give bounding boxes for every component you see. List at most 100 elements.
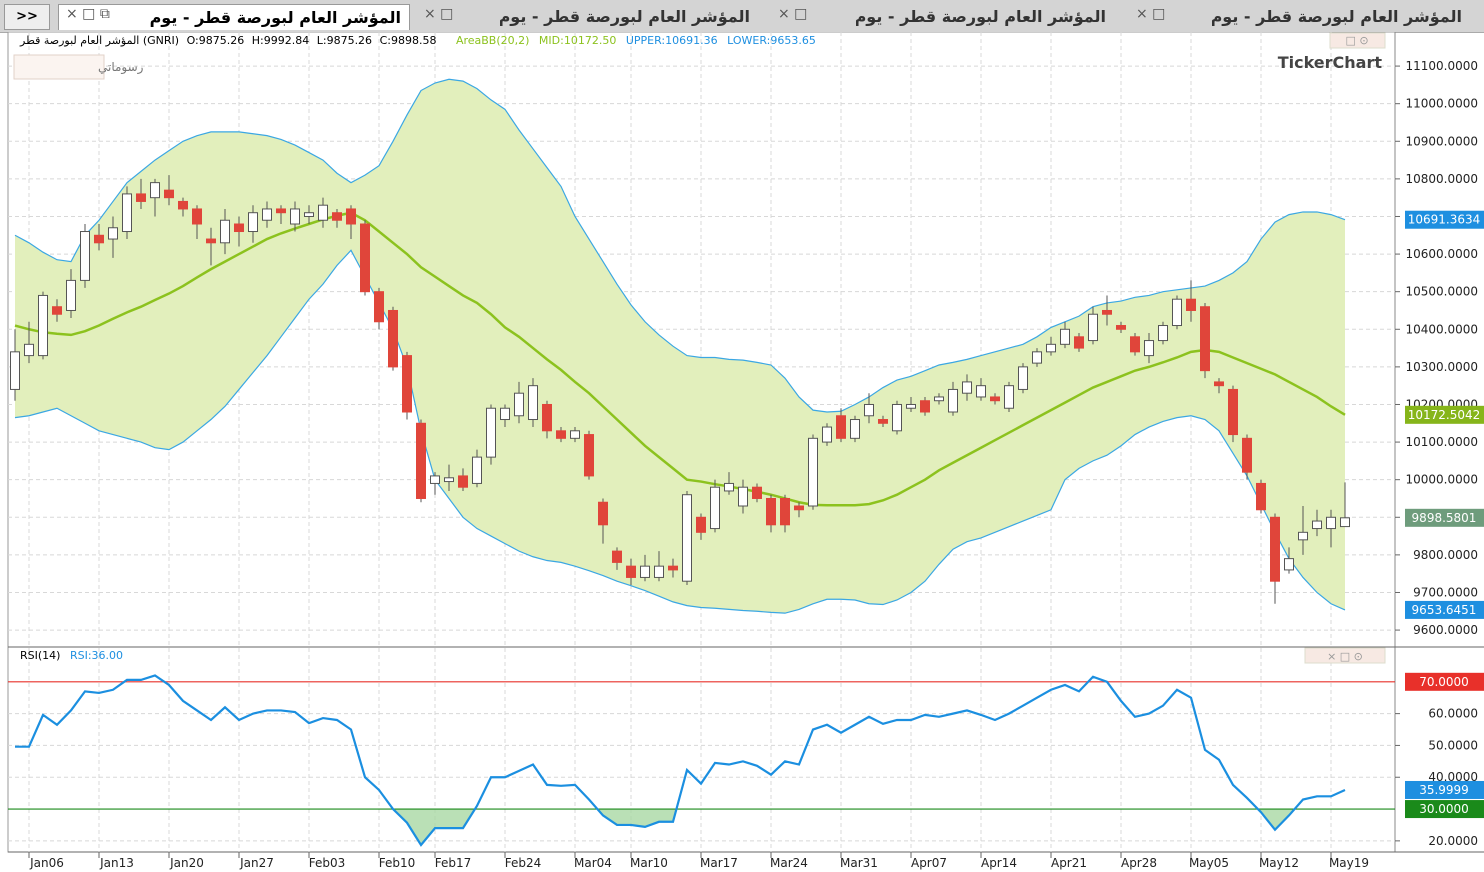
x-tick-label: May19 bbox=[1329, 856, 1369, 870]
candle-body bbox=[1312, 520, 1322, 530]
candle-body bbox=[878, 419, 888, 424]
candle-body bbox=[1158, 325, 1168, 342]
candle-body bbox=[1340, 517, 1350, 528]
x-tick-label: Apr14 bbox=[981, 856, 1017, 870]
tab-bar: >> المؤشر العام لبورصة قطر - يوم × □ ⧉ ا… bbox=[0, 0, 1484, 33]
candle-body bbox=[1116, 325, 1126, 330]
instrument-name: المؤشر العام لبورصة قطر (GNRI) bbox=[20, 34, 180, 47]
tab[interactable]: المؤشر العام لبورصة قطر - يوم bbox=[58, 4, 410, 30]
candle-body bbox=[1144, 340, 1154, 357]
rsi-title: RSI(14) bbox=[20, 649, 61, 662]
candle-body bbox=[808, 437, 818, 507]
candle-body bbox=[682, 494, 692, 582]
tab-close[interactable]: × □ ⧉ bbox=[66, 6, 110, 22]
y-tick-label: 10900.0000 bbox=[1405, 134, 1478, 148]
candle-body bbox=[444, 477, 454, 483]
price-tag bbox=[1405, 508, 1484, 527]
x-tick-label: Jan20 bbox=[169, 856, 204, 870]
pane-buttons[interactable] bbox=[1329, 32, 1386, 49]
x-tick-label: Mar24 bbox=[770, 856, 808, 870]
candle-body bbox=[1298, 531, 1308, 541]
candle-body bbox=[556, 430, 566, 439]
candle-body bbox=[1186, 298, 1196, 311]
y-tick-label: 10500.0000 bbox=[1405, 285, 1478, 299]
x-tick-label: Jan06 bbox=[29, 856, 64, 870]
tab-close[interactable]: × □ bbox=[424, 6, 454, 22]
candle-body bbox=[598, 501, 608, 526]
pane-buttons[interactable] bbox=[1304, 647, 1386, 664]
candle-body bbox=[66, 279, 76, 311]
candle-body bbox=[206, 238, 216, 244]
y-tick-label: 11000.0000 bbox=[1405, 97, 1478, 111]
candle-body bbox=[1242, 437, 1252, 473]
value-tag bbox=[1405, 780, 1484, 799]
level-tag-label: 30.0000 bbox=[1419, 802, 1469, 816]
x-tick-label: May12 bbox=[1259, 856, 1299, 870]
tab-close[interactable]: × □ bbox=[1136, 6, 1166, 22]
candle-body bbox=[1032, 351, 1042, 364]
tab-close[interactable]: × □ bbox=[778, 6, 808, 22]
info-line: المؤشر العام لبورصة قطر (GNRI) O:9875.26… bbox=[20, 34, 816, 47]
candle-body bbox=[864, 403, 874, 417]
x-tick-label: Jan13 bbox=[99, 856, 134, 870]
candle-body bbox=[262, 208, 272, 221]
y-tick-label: 10100.0000 bbox=[1405, 435, 1478, 449]
y-tick-label: 9700.0000 bbox=[1413, 585, 1478, 599]
band-line bbox=[14, 211, 1346, 507]
candle-body bbox=[150, 182, 160, 199]
candle-body bbox=[500, 407, 510, 421]
candle-body bbox=[108, 227, 118, 240]
price-tag bbox=[1405, 405, 1484, 424]
candle-body bbox=[654, 565, 664, 578]
candle-body bbox=[780, 497, 790, 526]
candle-body bbox=[472, 456, 482, 484]
price-tag-label: 10691.3634 bbox=[1408, 213, 1481, 227]
candle-body bbox=[836, 415, 846, 439]
bb-label: UPPER:10691.36 bbox=[625, 34, 718, 47]
candle-body bbox=[220, 219, 230, 244]
candle-body bbox=[752, 486, 762, 499]
more-button[interactable]: >> bbox=[4, 4, 50, 30]
tab[interactable]: المؤشر العام لبورصة قطر - يوم bbox=[1212, 7, 1462, 26]
candle-body bbox=[738, 486, 748, 507]
candle-body bbox=[248, 212, 258, 233]
candle-body bbox=[1088, 313, 1098, 342]
tab[interactable]: المؤشر العام لبورصة قطر - يوم bbox=[500, 7, 750, 26]
candle-body bbox=[402, 355, 412, 413]
candle-body bbox=[1326, 516, 1336, 530]
candle-body bbox=[178, 200, 188, 210]
x-tick-label: Feb24 bbox=[505, 856, 542, 870]
candle-body bbox=[906, 403, 916, 409]
y-tick-label: 10400.0000 bbox=[1405, 322, 1478, 336]
candle-body bbox=[934, 396, 944, 402]
x-tick-label: Feb03 bbox=[309, 856, 346, 870]
band-line bbox=[14, 249, 1346, 614]
y-tick-label: 9800.0000 bbox=[1413, 548, 1478, 562]
chart: 9600.00009700.00009800.00009900.00001000… bbox=[7, 32, 1484, 870]
bb-label: LOWER:9653.65 bbox=[727, 34, 816, 47]
level-tag-label: 70.0000 bbox=[1419, 675, 1469, 689]
drawings-button[interactable] bbox=[13, 54, 105, 80]
ohlc-label: H:9992.84 bbox=[251, 34, 310, 47]
candle-body bbox=[948, 388, 958, 413]
candle-body bbox=[1130, 336, 1140, 353]
tab[interactable]: المؤشر العام لبورصة قطر - يوم bbox=[856, 7, 1106, 26]
candle-body bbox=[234, 223, 244, 233]
candle-body bbox=[192, 208, 202, 225]
candle-body bbox=[570, 430, 580, 439]
ohlc-label: L:9875.26 bbox=[316, 34, 373, 47]
x-tick-label: Apr28 bbox=[1121, 856, 1157, 870]
candle-body bbox=[668, 565, 678, 571]
pane-icons: × □ ⊙ bbox=[1327, 650, 1363, 663]
marks bbox=[8, 78, 1395, 847]
candle-body bbox=[486, 407, 496, 458]
candle-body bbox=[38, 294, 48, 357]
x-tick-label: Mar17 bbox=[700, 856, 738, 870]
x-tick-label: Apr07 bbox=[911, 856, 947, 870]
candle-body bbox=[1284, 558, 1294, 571]
candle-body bbox=[850, 419, 860, 439]
logo: TickerChart bbox=[1278, 53, 1383, 72]
ohlc-label: O:9875.26 bbox=[186, 34, 245, 47]
candle-body bbox=[640, 565, 650, 578]
candle-body bbox=[920, 400, 930, 413]
